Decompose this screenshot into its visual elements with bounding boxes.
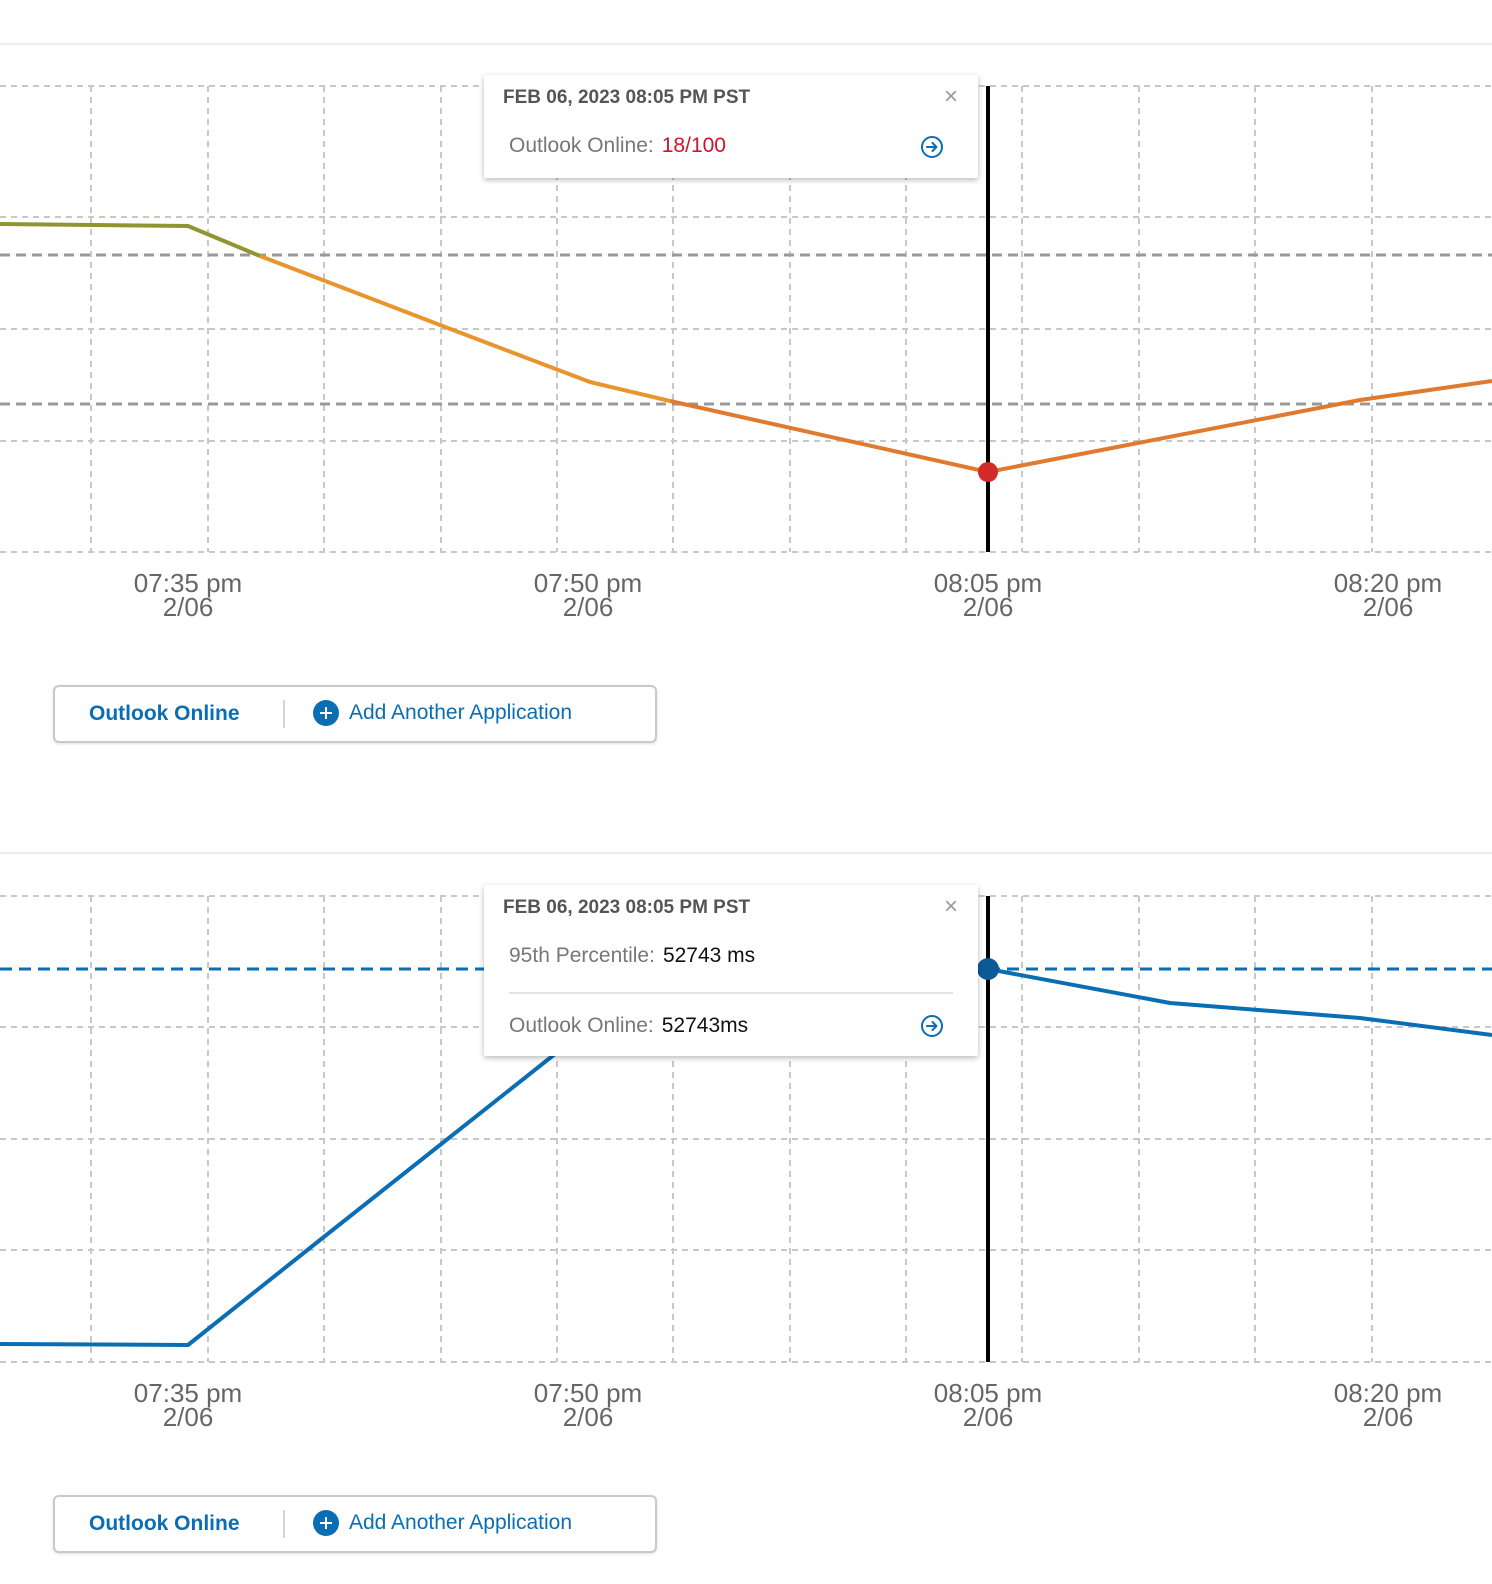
add-application-label: Add Another Application <box>349 1511 573 1534</box>
tooltip-separator <box>509 992 953 994</box>
add-application-button[interactable]: Add Another Application <box>313 1508 572 1538</box>
selected-point-marker <box>978 462 998 482</box>
x-tick-time: 08:20 pm <box>1334 1378 1442 1408</box>
tooltip-row-value: 18/100 <box>661 134 726 157</box>
x-tick-date: 2/06 <box>163 592 214 622</box>
x-tick-time: 08:05 pm <box>934 1378 1042 1408</box>
x-tick-date: 2/06 <box>1363 592 1414 622</box>
x-tick-time: 08:05 pm <box>934 568 1042 598</box>
x-tick-time: 07:35 pm <box>134 568 242 598</box>
tooltip-date: FEB 06, 2023 08:05 PM PST <box>503 897 751 918</box>
selected-point-marker <box>977 958 999 980</box>
middle-divider <box>0 852 1492 854</box>
x-tick-time: 08:20 pm <box>1334 568 1442 598</box>
x-tick-date: 2/06 <box>963 592 1014 622</box>
x-tick-time: 07:50 pm <box>534 568 642 598</box>
series-line-segment <box>669 379 1492 474</box>
tooltip-date: FEB 06, 2023 08:05 PM PST <box>503 87 751 108</box>
app-tab-outlook-online[interactable]: Outlook Online <box>89 702 240 725</box>
add-application-label: Add Another Application <box>349 701 573 724</box>
app-bar-separator <box>283 700 285 728</box>
application-bar: Outlook Online Add Another Application <box>53 685 657 743</box>
arrow-right-circle-icon[interactable] <box>920 1014 944 1038</box>
app-bar-separator <box>283 1510 285 1538</box>
plus-circle-icon <box>313 1510 339 1536</box>
x-tick-date: 2/06 <box>963 1402 1014 1432</box>
arrow-right-circle-icon[interactable] <box>920 135 944 159</box>
top-divider <box>0 43 1492 45</box>
series-line-segment <box>259 254 671 403</box>
tooltip-row-value: 52743 ms <box>662 944 756 967</box>
tooltip-row-label: 95th Percentile: <box>509 944 655 967</box>
x-tick-date: 2/06 <box>563 1402 614 1432</box>
x-tick-date: 2/06 <box>563 592 614 622</box>
close-icon[interactable]: × <box>943 893 958 920</box>
tooltip-row-percentile: 95th Percentile: 52743 ms <box>509 944 755 968</box>
tooltip-row-value: 52743ms <box>661 1014 749 1037</box>
add-application-button[interactable]: Add Another Application <box>313 698 572 728</box>
application-bar: Outlook Online Add Another Application <box>53 1495 657 1553</box>
x-tick-time: 07:50 pm <box>534 1378 642 1408</box>
tooltip-row-label: Outlook Online: <box>509 1014 654 1037</box>
x-tick-date: 2/06 <box>163 1402 214 1432</box>
x-tick-date: 2/06 <box>1363 1402 1414 1432</box>
x-tick-time: 07:35 pm <box>134 1378 242 1408</box>
tooltip-row-label: Outlook Online: <box>509 134 654 157</box>
tooltip-row-outlook: Outlook Online: 18/100 <box>509 134 726 158</box>
latency-tooltip: FEB 06, 2023 08:05 PM PST × 95th Percent… <box>484 885 978 1056</box>
score-tooltip: FEB 06, 2023 08:05 PM PST × Outlook Onli… <box>484 75 978 178</box>
series-line-segment <box>0 222 261 258</box>
app-tab-outlook-online[interactable]: Outlook Online <box>89 1512 240 1535</box>
plus-circle-icon <box>313 700 339 726</box>
close-icon[interactable]: × <box>943 83 958 110</box>
tooltip-row-outlook: Outlook Online: 52743ms <box>509 1014 748 1038</box>
